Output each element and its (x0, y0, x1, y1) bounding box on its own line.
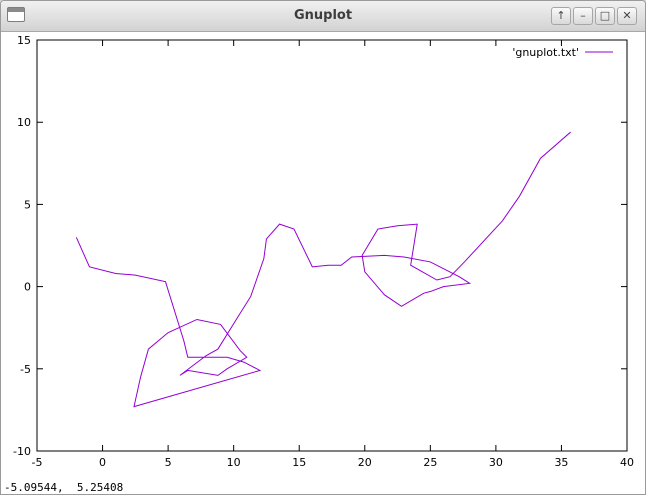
x-tick-label: 5 (165, 456, 172, 469)
up-arrow-icon[interactable]: ↑ (551, 7, 571, 25)
plot-border (36, 39, 628, 452)
x-tick-label: 30 (489, 456, 503, 469)
y-tick-label: 5 (24, 198, 31, 211)
y-tick-label: 10 (17, 116, 31, 129)
y-tick-label: 0 (24, 281, 31, 294)
legend-label: 'gnuplot.txt' (512, 46, 579, 59)
x-tick-label: 10 (227, 456, 241, 469)
x-tick-label: 15 (292, 456, 306, 469)
x-tick-label: 0 (99, 456, 106, 469)
gnuplot-chart: -5 0 5 10 15 20 25 30 35 40-10-5051015'gnuplot.tx… (13, 34, 634, 469)
x-tick-label: 35 (554, 456, 568, 469)
x-tick-label: 40 (620, 456, 634, 469)
y-tick-label: -5 (20, 363, 31, 376)
y-tick-label: -10 (13, 445, 31, 458)
series-line (75, 131, 571, 408)
x-tick-label: -5 (32, 456, 43, 469)
close-icon[interactable]: ✕ (617, 7, 637, 25)
maximize-icon[interactable]: □ (595, 7, 615, 25)
x-tick-label: 25 (423, 456, 437, 469)
window-title: Gnuplot (293, 8, 353, 23)
minimize-icon[interactable]: – (573, 7, 593, 25)
window-controls: ↑ – □ ✕ (551, 7, 637, 25)
window-app-icon[interactable] (7, 7, 25, 22)
title-bar[interactable]: Gnuplot ↑ – □ ✕ (1, 1, 645, 32)
coordinate-readout: -5.09544, 5.25408 (4, 481, 124, 494)
y-tick-label: 15 (17, 34, 31, 47)
plot-canvas[interactable]: -5 0 5 10 15 20 25 30 35 40 -10 -5 0 5 10 15'gnuplot.tx… (1, 32, 645, 480)
x-tick-label: 20 (358, 456, 372, 469)
